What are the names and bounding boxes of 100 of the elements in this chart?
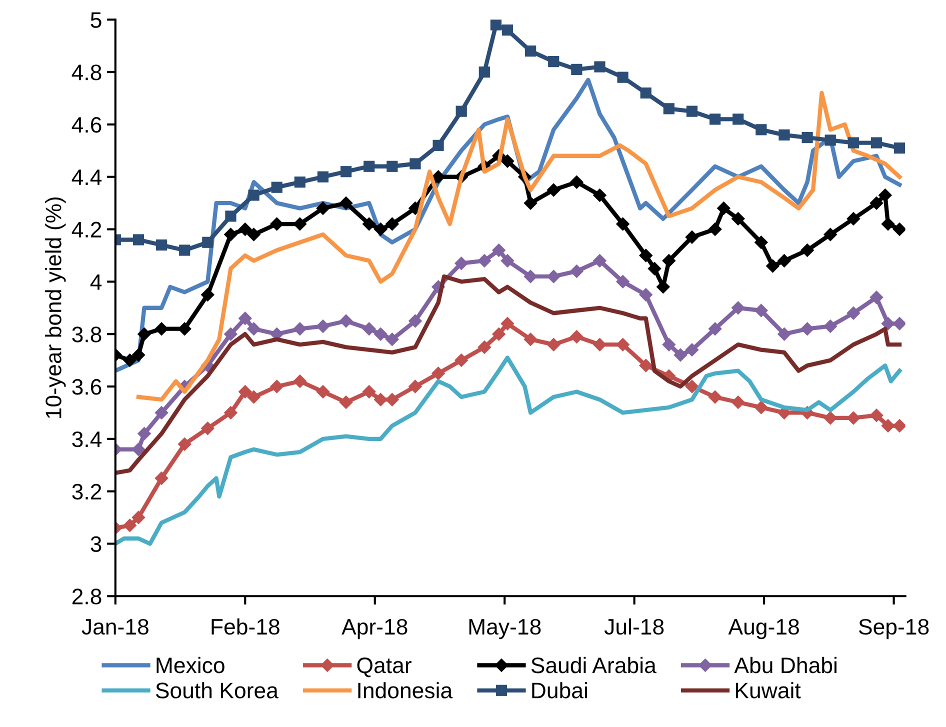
point xyxy=(546,183,560,197)
point xyxy=(490,20,502,30)
point xyxy=(316,201,330,216)
point xyxy=(754,236,768,250)
point xyxy=(592,254,607,268)
point xyxy=(339,395,353,410)
point xyxy=(317,171,329,182)
point xyxy=(548,56,560,68)
point xyxy=(846,212,860,226)
y-tick-label: 5 xyxy=(90,12,102,28)
point xyxy=(870,137,882,148)
point xyxy=(617,72,628,83)
point xyxy=(546,338,560,352)
point xyxy=(754,304,768,318)
point xyxy=(200,422,215,436)
point xyxy=(777,327,792,341)
point xyxy=(616,338,630,352)
point xyxy=(892,418,906,433)
point xyxy=(662,338,676,352)
y-tick-label: 4.4 xyxy=(72,170,102,185)
point xyxy=(570,264,584,278)
point xyxy=(431,170,446,184)
point xyxy=(500,254,514,268)
point xyxy=(824,134,836,146)
point xyxy=(870,196,884,210)
point xyxy=(293,217,307,231)
point xyxy=(823,411,838,425)
point xyxy=(663,103,674,114)
point xyxy=(802,132,813,144)
point xyxy=(708,322,722,336)
point xyxy=(246,322,261,336)
point xyxy=(708,390,722,404)
point xyxy=(823,319,838,334)
point xyxy=(432,140,444,151)
point xyxy=(524,332,538,346)
point xyxy=(202,236,214,248)
point xyxy=(386,160,398,172)
point xyxy=(122,353,137,368)
point xyxy=(385,332,400,346)
point xyxy=(870,408,884,422)
point xyxy=(225,210,236,222)
point xyxy=(778,129,790,140)
y-tick-label: 2.8 xyxy=(72,588,102,604)
x-tick-label: Apr-18 xyxy=(342,618,408,640)
line-series xyxy=(115,356,902,546)
y-tick-label: 3.6 xyxy=(72,379,102,395)
legend-label: Kuwait xyxy=(736,682,801,698)
point xyxy=(316,319,330,334)
y-tick-label: 3.2 xyxy=(72,484,102,500)
legend-label: Saudi Arabia xyxy=(531,656,656,674)
point xyxy=(570,330,584,344)
point xyxy=(685,230,699,244)
point xyxy=(500,154,514,168)
point xyxy=(224,327,238,341)
point xyxy=(408,380,422,394)
point xyxy=(709,114,721,125)
legend-label: South Korea xyxy=(156,682,278,698)
point xyxy=(878,188,892,202)
point xyxy=(200,288,215,302)
point xyxy=(362,384,376,399)
point xyxy=(122,518,137,532)
point xyxy=(524,196,538,210)
point xyxy=(662,254,676,268)
point xyxy=(362,217,376,231)
point xyxy=(686,106,698,117)
point xyxy=(385,392,400,406)
point xyxy=(881,217,895,231)
point xyxy=(137,327,152,341)
point xyxy=(154,406,168,420)
point xyxy=(374,222,388,236)
point xyxy=(456,106,467,117)
y-tick-label: 4 xyxy=(90,274,102,290)
point xyxy=(454,353,468,368)
point xyxy=(224,228,238,242)
point xyxy=(892,222,906,236)
y-tick-label: 3 xyxy=(90,536,102,552)
point xyxy=(132,442,146,456)
point xyxy=(137,426,152,441)
point xyxy=(731,395,745,410)
point xyxy=(339,314,353,328)
point xyxy=(374,327,388,341)
point xyxy=(881,316,895,330)
x-tick-label: Jul-18 xyxy=(604,618,664,635)
point xyxy=(293,322,307,336)
point xyxy=(754,400,768,414)
point xyxy=(238,222,252,236)
point xyxy=(848,137,859,148)
point xyxy=(524,270,538,284)
point xyxy=(756,124,767,136)
point xyxy=(616,274,630,289)
point xyxy=(248,190,260,201)
point xyxy=(731,301,745,315)
point xyxy=(570,175,584,189)
point xyxy=(731,212,745,226)
point xyxy=(648,262,662,276)
point xyxy=(732,114,744,125)
point xyxy=(454,256,468,270)
point xyxy=(846,306,860,320)
point xyxy=(640,87,652,99)
point xyxy=(766,259,780,273)
